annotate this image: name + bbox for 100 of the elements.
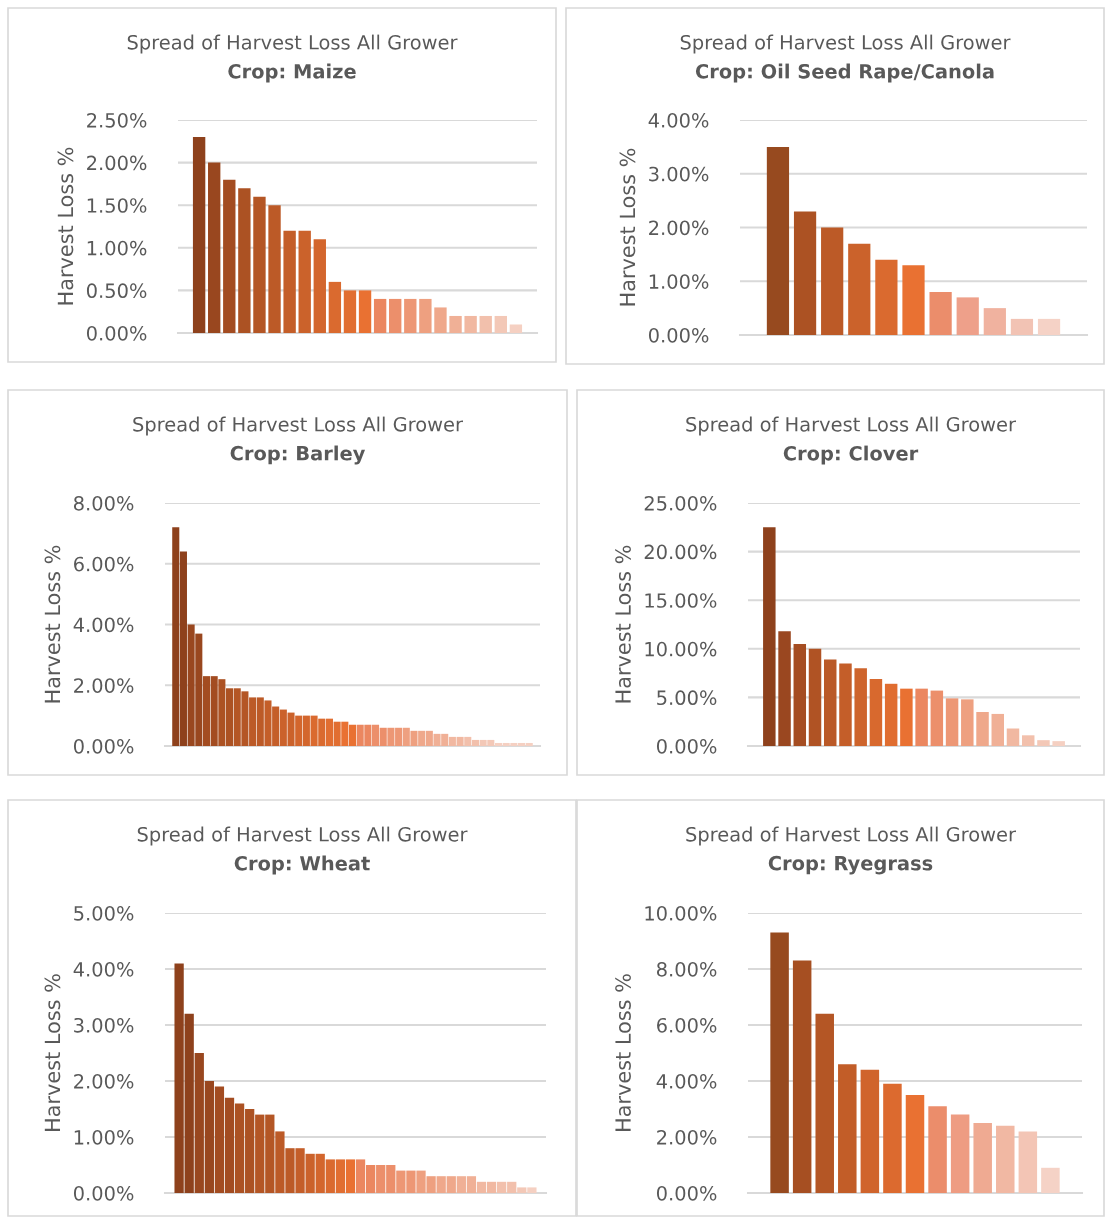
bar bbox=[404, 298, 417, 333]
bar bbox=[509, 324, 523, 333]
bar bbox=[494, 315, 507, 333]
bar bbox=[283, 230, 296, 333]
bar bbox=[983, 308, 1006, 335]
y-axis-title: Harvest Loss % bbox=[615, 545, 631, 703]
bar bbox=[208, 162, 221, 333]
bar bbox=[838, 1064, 857, 1193]
chart-title: Spread of Harvest Loss All Grower bbox=[127, 34, 458, 54]
bar bbox=[1006, 728, 1020, 746]
y-tick-label: 3.00% bbox=[649, 166, 709, 182]
bar bbox=[766, 146, 790, 335]
bar bbox=[808, 648, 822, 746]
bar bbox=[268, 205, 281, 333]
bar bbox=[860, 1069, 880, 1193]
y-tick-label: 5.00% bbox=[74, 905, 134, 921]
bar bbox=[875, 259, 898, 335]
bar bbox=[253, 196, 266, 333]
y-axis-title: Harvest Loss % bbox=[44, 974, 61, 1131]
bar bbox=[823, 659, 837, 746]
chart-subtitle: Crop: Ryegrass bbox=[768, 855, 933, 875]
bar bbox=[434, 307, 447, 333]
bar bbox=[358, 290, 372, 333]
bar bbox=[900, 688, 913, 746]
chart-title: Spread of Harvest Loss All Grower bbox=[137, 826, 468, 846]
y-tick-label: 10.00% bbox=[645, 905, 717, 921]
bar bbox=[991, 713, 1005, 746]
chart-subtitle: Crop: Wheat bbox=[234, 855, 370, 875]
bar bbox=[778, 631, 791, 746]
y-tick-label: 0.00% bbox=[656, 1185, 717, 1201]
bar bbox=[343, 290, 357, 333]
bar bbox=[905, 1095, 925, 1193]
bar bbox=[973, 1123, 992, 1193]
bar bbox=[793, 643, 807, 746]
bar bbox=[839, 663, 852, 746]
bar bbox=[1018, 1131, 1038, 1193]
y-tick-label: 2.00% bbox=[649, 220, 709, 236]
bar bbox=[883, 1083, 902, 1193]
bar bbox=[996, 1125, 1015, 1193]
bar bbox=[902, 265, 925, 335]
bar bbox=[1037, 318, 1061, 335]
y-tick-label: 5.00% bbox=[657, 690, 717, 706]
bar bbox=[945, 698, 959, 746]
bar bbox=[313, 239, 326, 333]
bar bbox=[1041, 1167, 1060, 1193]
y-tick-label: 2.00% bbox=[74, 1073, 134, 1089]
bar bbox=[869, 678, 883, 746]
bar bbox=[884, 683, 898, 746]
bar bbox=[961, 699, 974, 746]
bar bbox=[793, 211, 817, 335]
y-tick-label: 20.00% bbox=[644, 544, 717, 560]
bar bbox=[373, 298, 387, 333]
bar bbox=[770, 932, 789, 1193]
y-tick-label: 0.00% bbox=[86, 325, 147, 341]
y-tick-label: 1.50% bbox=[87, 198, 147, 213]
bar bbox=[950, 1114, 970, 1193]
y-tick-label: 4.00% bbox=[73, 617, 134, 633]
y-tick-label: 8.00% bbox=[73, 495, 134, 511]
y-tick-label: 4.00% bbox=[656, 1073, 717, 1089]
bar bbox=[854, 668, 867, 746]
y-axis-title: Harvest Loss % bbox=[619, 148, 636, 306]
bar bbox=[419, 298, 432, 333]
y-tick-label: 2.00% bbox=[87, 155, 147, 171]
y-tick-label: 0.00% bbox=[648, 327, 709, 343]
chart-subtitle: Crop: Maize bbox=[228, 63, 356, 83]
y-tick-label: 0.00% bbox=[73, 1185, 134, 1201]
chart-subtitle: Crop: Clover bbox=[783, 445, 919, 465]
bar bbox=[929, 292, 952, 335]
bar bbox=[449, 315, 462, 333]
y-tick-label: 1.00% bbox=[74, 1129, 134, 1145]
bar bbox=[238, 188, 251, 333]
bar bbox=[1010, 318, 1034, 335]
bar bbox=[1052, 741, 1065, 746]
y-tick-label: 0.00% bbox=[73, 738, 134, 754]
bar bbox=[223, 179, 236, 333]
bar bbox=[792, 960, 812, 1193]
bar bbox=[930, 690, 944, 746]
bar bbox=[1037, 740, 1050, 746]
y-tick-label: 4.00% bbox=[648, 112, 709, 128]
y-tick-label: 6.00% bbox=[657, 1017, 717, 1033]
bar bbox=[328, 281, 342, 333]
y-tick-label: 3.00% bbox=[74, 1017, 134, 1033]
y-axis-title: Harvest Loss % bbox=[57, 147, 74, 305]
y-tick-label: 0.50% bbox=[86, 283, 147, 299]
y-tick-label: 0.00% bbox=[656, 738, 717, 754]
bar bbox=[821, 227, 844, 335]
bar bbox=[815, 1013, 834, 1193]
y-tick-label: 8.00% bbox=[656, 961, 717, 977]
bar bbox=[464, 315, 477, 333]
bar bbox=[1021, 735, 1035, 746]
bar bbox=[298, 230, 311, 333]
y-tick-label: 25.00% bbox=[644, 495, 717, 511]
bar bbox=[763, 527, 776, 746]
chart-subtitle: Crop: Oil Seed Rape/Canola bbox=[695, 63, 994, 83]
chart-title: Spread of Harvest Loss All Grower bbox=[133, 416, 463, 436]
bar bbox=[915, 688, 928, 746]
y-axis-title: Harvest Loss % bbox=[615, 974, 631, 1131]
y-tick-label: 2.00% bbox=[657, 1129, 717, 1145]
y-tick-label: 1.00% bbox=[87, 240, 147, 256]
bar bbox=[848, 243, 871, 335]
